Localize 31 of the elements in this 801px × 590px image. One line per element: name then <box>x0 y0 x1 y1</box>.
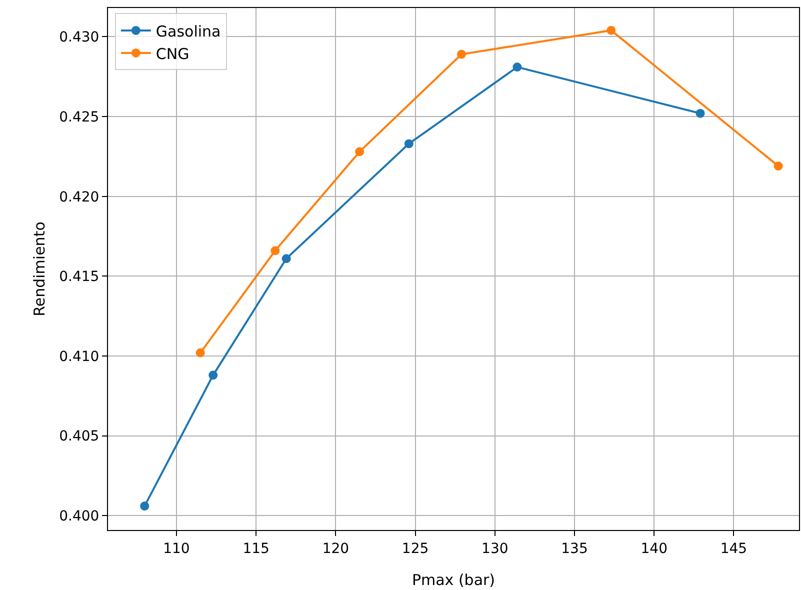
x-tick-label: 135 <box>561 540 588 557</box>
point <box>196 348 205 358</box>
legend-label: CNG <box>156 44 190 63</box>
y-tick-label: 0.415 <box>59 269 100 286</box>
y-tick-label: 0.400 <box>59 508 100 525</box>
y-tick-label: 0.420 <box>59 189 100 206</box>
y-tick-label: 0.410 <box>59 348 100 365</box>
point <box>512 62 522 72</box>
x-tick-label: 115 <box>242 540 270 557</box>
x-tick-label: 110 <box>163 540 190 557</box>
x-tick-label: 120 <box>322 540 350 557</box>
y-axis-title: Rendimiento <box>30 222 48 316</box>
x-tick-label: 130 <box>482 540 508 557</box>
x-axis-title: Pmax (bar) <box>412 571 496 589</box>
point <box>774 162 783 171</box>
point <box>696 108 705 118</box>
legend-label: Gasolina <box>156 22 221 40</box>
y-tick-label: 0.405 <box>59 428 100 445</box>
x-tick-label: 125 <box>402 540 429 557</box>
y-tick-label: 0.425 <box>59 109 100 126</box>
point <box>270 246 280 256</box>
x-tick-label: 145 <box>720 540 748 557</box>
point <box>282 254 291 264</box>
point <box>456 50 466 59</box>
point <box>208 370 218 380</box>
point <box>355 147 364 156</box>
point <box>140 502 150 511</box>
point <box>606 26 616 35</box>
point <box>404 139 414 148</box>
x-tick-label: 140 <box>640 540 668 557</box>
y-tick-label: 0.430 <box>59 30 100 46</box>
